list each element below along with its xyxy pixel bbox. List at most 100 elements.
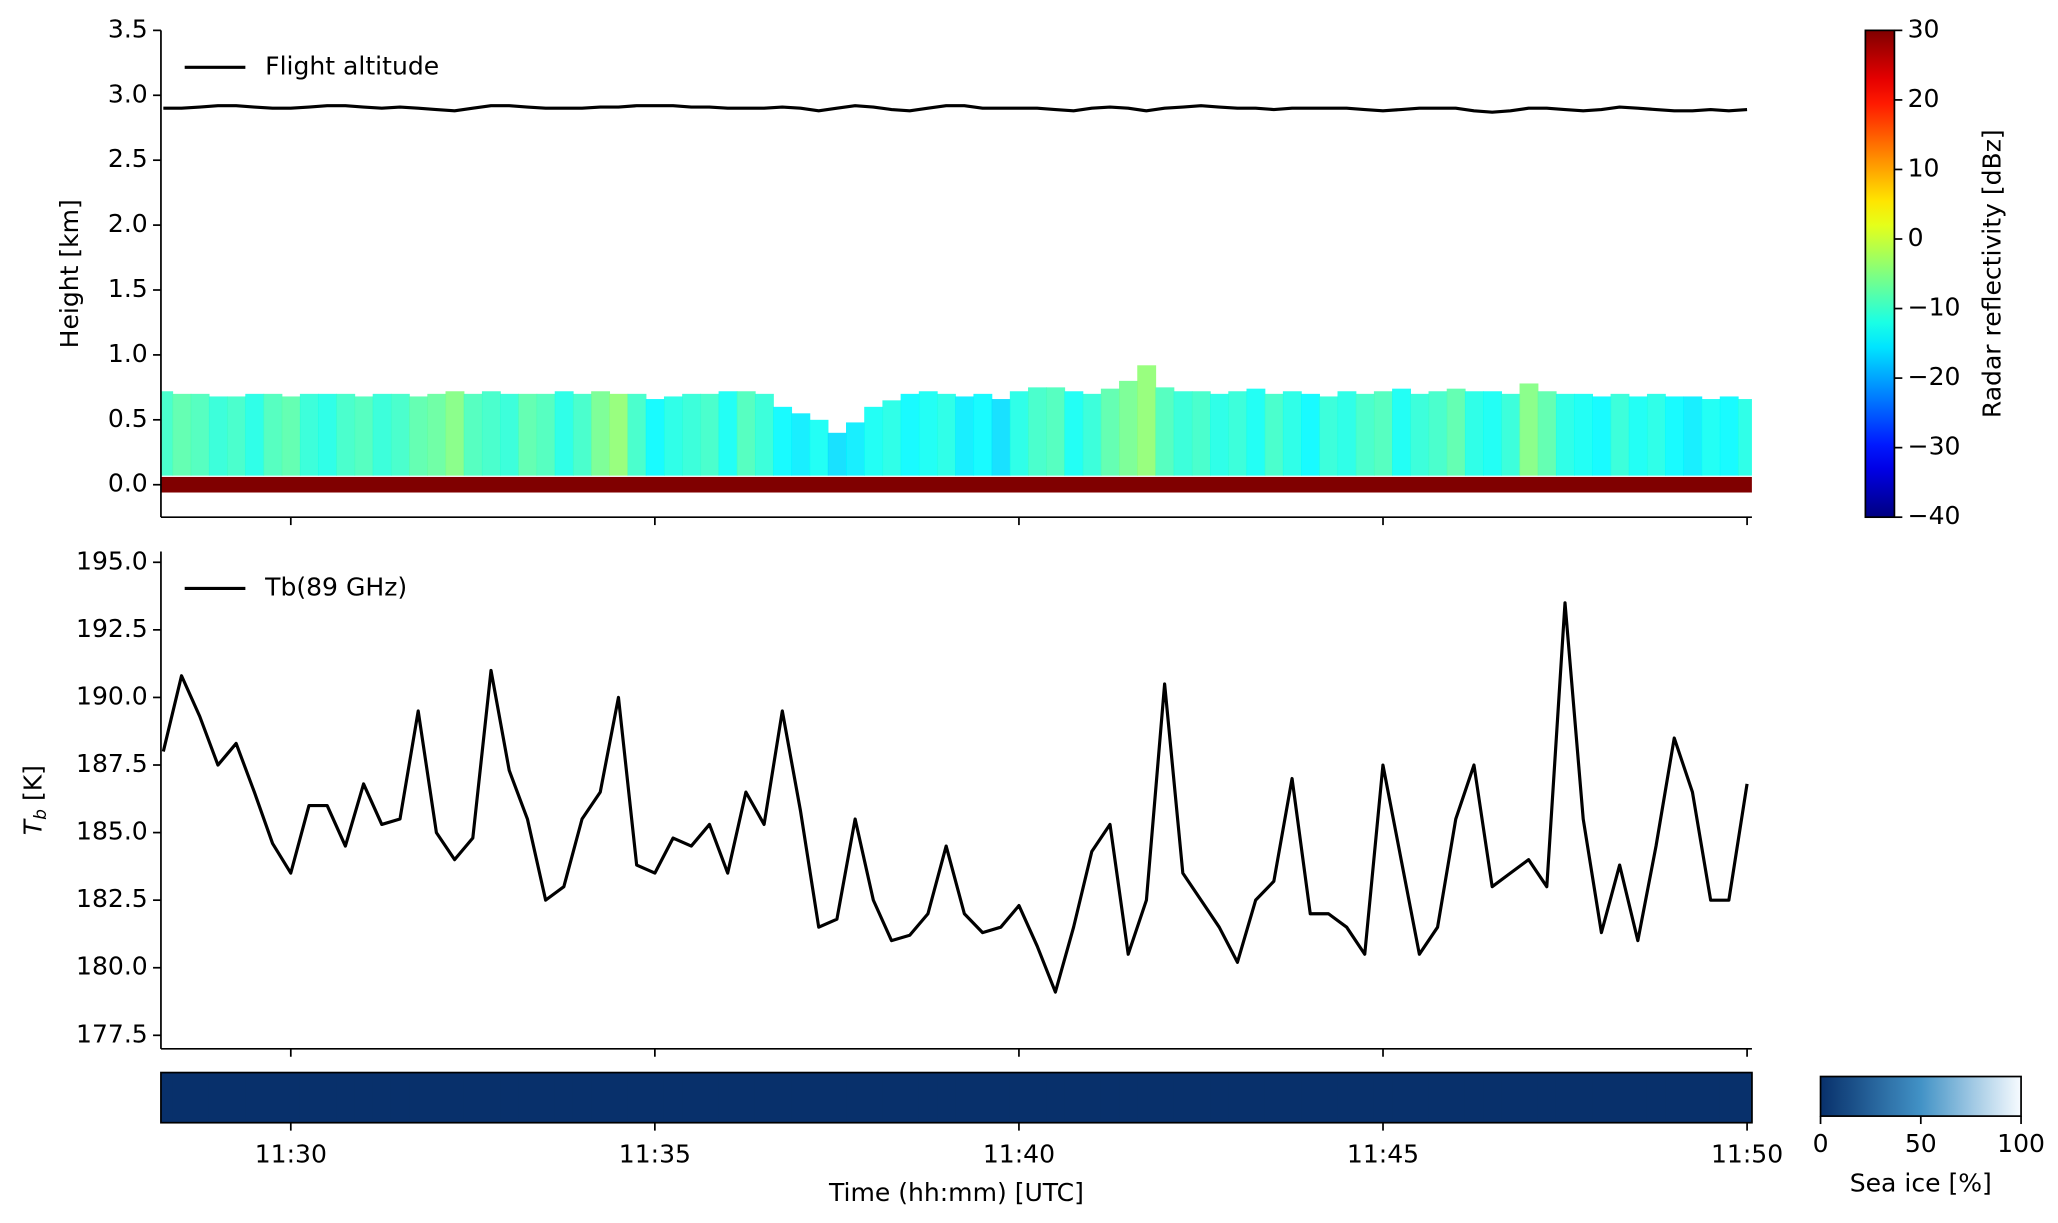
sea-ice-cell — [372, 1072, 392, 1123]
y-tick-label: 182.5 — [76, 884, 148, 913]
y-axis-label-unit: [K] — [18, 765, 47, 809]
sea-ice-cell — [991, 1072, 1011, 1123]
sea-ice-cell — [227, 1072, 246, 1123]
sea-ice-cell — [1701, 1072, 1721, 1123]
radar-field — [160, 365, 1752, 493]
radar-column — [1610, 393, 1630, 476]
radar-column — [827, 432, 847, 476]
y-tick-label: 1.0 — [108, 339, 148, 368]
radar-column — [1301, 393, 1320, 476]
radar-column — [1319, 396, 1339, 476]
colorbar-label: Radar reflectivity [dBz] — [1977, 129, 2006, 418]
sea-ice-cell — [1446, 1072, 1466, 1123]
sea-ice-cell — [463, 1072, 483, 1123]
radar-column — [1646, 393, 1666, 476]
y-tick-label: 195.0 — [76, 546, 148, 575]
radar-column — [864, 406, 884, 476]
sea-ice-cell — [1355, 1072, 1375, 1123]
sea-ice-cell — [1210, 1072, 1229, 1123]
radar-column — [591, 391, 611, 476]
radar-column — [1009, 391, 1029, 476]
sea-ice-cell — [1009, 1072, 1029, 1123]
radar-column — [1246, 388, 1266, 476]
sea-ice-cell — [1537, 1072, 1557, 1123]
radar-column — [1373, 391, 1393, 476]
radar-column — [390, 393, 410, 476]
sea-ice-cell — [645, 1072, 665, 1123]
surface-echo — [160, 476, 1752, 493]
sea-ice-cell — [500, 1072, 520, 1123]
sea-ice-cell — [1301, 1072, 1320, 1123]
radar-column — [991, 399, 1011, 476]
radar-column — [1264, 393, 1284, 476]
radar-column — [1410, 393, 1430, 476]
sea-ice-cell — [791, 1072, 811, 1123]
colorbar-tick-label: 0 — [1813, 1129, 1829, 1158]
sea-ice-cell — [1737, 1072, 1753, 1123]
y-tick-label: 192.5 — [76, 614, 148, 643]
radar-column — [208, 396, 228, 476]
radar-column — [1555, 393, 1575, 476]
radar-column — [427, 393, 447, 476]
radar-column — [1064, 391, 1084, 476]
sea-ice-cell — [1137, 1072, 1157, 1123]
sea-ice-cell — [1464, 1072, 1484, 1123]
radar-column — [609, 393, 629, 476]
radar-column — [354, 396, 374, 476]
radar-column — [900, 393, 920, 476]
y-tick-label: 0.0 — [108, 469, 148, 498]
sea-ice-cell — [1574, 1072, 1594, 1123]
series-line — [163, 104, 1748, 114]
sea-ice-cell — [445, 1072, 465, 1123]
radar-column — [1173, 391, 1193, 476]
radar-column — [1592, 396, 1612, 476]
radar-column — [1100, 388, 1120, 476]
radar-column — [160, 391, 174, 476]
radar-column — [1519, 383, 1539, 476]
y-tick-label: 3.0 — [108, 79, 148, 108]
radar-column — [1537, 391, 1557, 476]
sea-ice-cell — [1119, 1072, 1138, 1123]
radar-column — [245, 393, 265, 476]
y-axis-label-symbol: T — [18, 818, 47, 835]
sea-ice-cell — [1191, 1072, 1211, 1123]
colorbar — [1819, 1075, 2022, 1117]
radar-column — [1446, 388, 1466, 476]
radar-column — [736, 391, 756, 476]
sea-ice-cell — [609, 1072, 629, 1123]
sea-ice-cell — [591, 1072, 611, 1123]
radar-column — [409, 396, 428, 476]
radar-column — [773, 406, 793, 476]
sea-ice-cell — [1282, 1072, 1302, 1123]
radar-column — [1119, 380, 1138, 476]
sea-ice-cell — [1046, 1072, 1066, 1123]
radar-column — [1483, 391, 1502, 476]
radar-column — [1737, 399, 1752, 476]
sea-ice-cell — [718, 1072, 738, 1123]
colorbar-label: Sea ice [%] — [1850, 1169, 1992, 1198]
colorbar-tick-label: −20 — [1908, 362, 1961, 391]
radar-column — [463, 393, 483, 476]
sea-ice-cell — [1501, 1072, 1521, 1123]
sea-ice-cell — [354, 1072, 374, 1123]
sea-ice-cell — [1392, 1072, 1411, 1123]
radar-column — [791, 413, 811, 476]
x-tick-label: 11:45 — [1347, 1140, 1419, 1169]
y-tick-label: 185.0 — [76, 817, 148, 846]
x-tick-label: 11:40 — [983, 1140, 1055, 1169]
sea-ice-cell — [208, 1072, 228, 1123]
radar-column — [846, 422, 865, 476]
y-axis-label: Height [km] — [55, 199, 84, 348]
sea-ice-cell — [190, 1072, 210, 1123]
radar-column — [1337, 391, 1357, 476]
colorbar-tick-label: −30 — [1908, 432, 1961, 461]
sea-ice-cell — [846, 1072, 865, 1123]
sea-ice-cell — [554, 1072, 574, 1123]
sea-ice-cell — [937, 1072, 956, 1123]
colorbar-tick-label: 0 — [1908, 223, 1924, 252]
sea-ice-cell — [882, 1072, 902, 1123]
sea-ice-cell — [1665, 1072, 1685, 1123]
radar-column — [190, 393, 210, 476]
